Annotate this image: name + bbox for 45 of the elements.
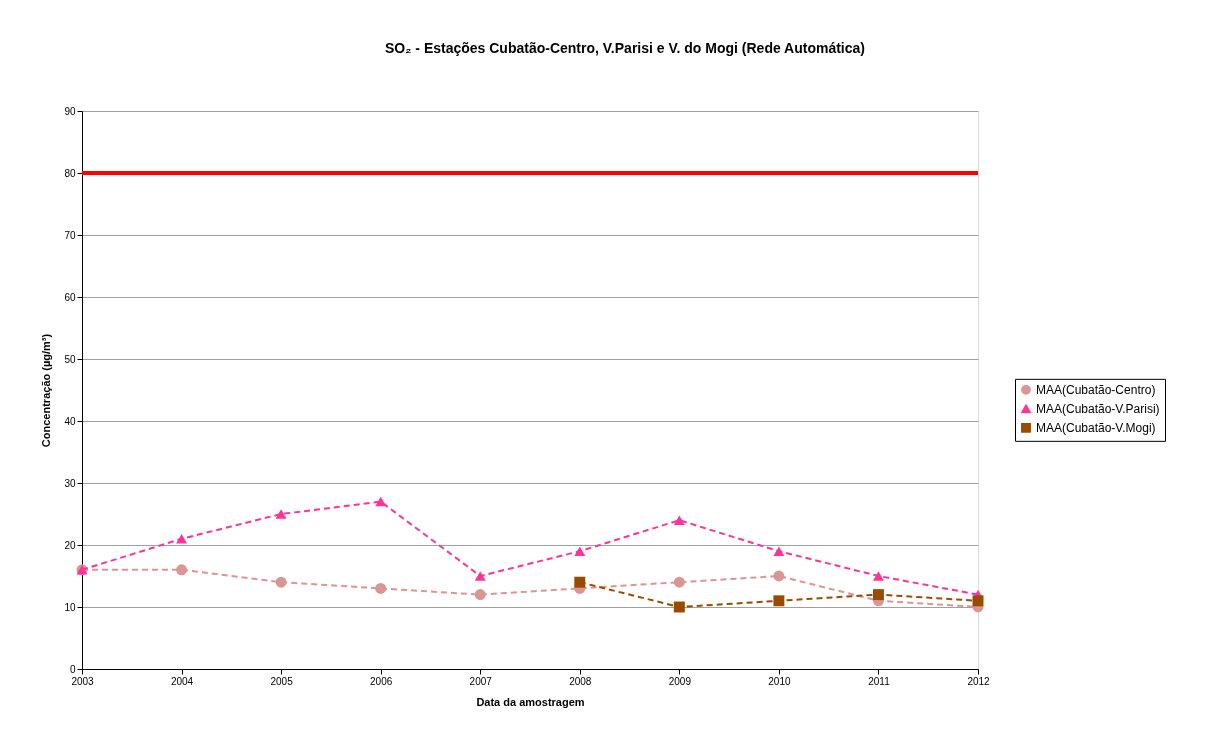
x-tick-label: 2005: [270, 675, 294, 687]
point: [773, 595, 785, 607]
x-tick-label: 2006: [370, 675, 393, 687]
y-tick-label: 10: [64, 601, 76, 613]
point: [375, 496, 387, 507]
y-tick-label: 40: [64, 415, 76, 427]
point: [574, 576, 586, 588]
legend-label: MAA(Cubatão-V.Mogi): [1036, 420, 1156, 435]
x-axis-title: Data da amostragem: [476, 695, 585, 708]
point: [872, 571, 884, 581]
x-tick-label: 2011: [868, 675, 891, 687]
point: [574, 546, 586, 556]
x-tick-label: 2007: [469, 675, 493, 687]
point: [673, 515, 685, 525]
y-tick-label: 20: [64, 539, 76, 551]
point: [773, 546, 785, 556]
point: [176, 564, 188, 576]
y-tick-label: 90: [64, 105, 76, 117]
point: [375, 582, 387, 594]
x-tick-label: 2012: [967, 675, 991, 687]
x-tick-label: 2010: [768, 675, 791, 687]
legend-label: MAA(Cubatão-V.Parisi): [1036, 401, 1160, 416]
legend-label: MAA(Cubatão-Centro): [1036, 382, 1156, 397]
y-tick-label: 70: [64, 229, 76, 241]
x-tick-label: 2004: [170, 675, 194, 687]
point: [474, 589, 486, 601]
y-tick-label: 80: [64, 167, 76, 179]
y-tick-label: 60: [64, 291, 76, 303]
point: [673, 601, 685, 613]
chart-title: SO₂ - Estações Cubatão-Centro, V.Parisi e V. do Mogi (Rede Automática): [385, 40, 865, 56]
x-tick-label: 2003: [71, 675, 95, 687]
point: [972, 595, 984, 607]
y-tick-label: 50: [64, 353, 76, 365]
point: [275, 576, 287, 588]
point: [773, 570, 785, 582]
y-tick-label: 30: [64, 477, 76, 489]
point: [673, 576, 685, 588]
point: [474, 571, 486, 581]
y-axis-title: Concentração (µg/m³): [40, 333, 53, 448]
x-tick-label: 2009: [668, 675, 692, 687]
point: [176, 534, 188, 544]
point: [872, 589, 884, 601]
y-tick-label: 0: [69, 663, 76, 675]
point: [275, 509, 287, 519]
x-tick-label: 2008: [569, 675, 592, 687]
